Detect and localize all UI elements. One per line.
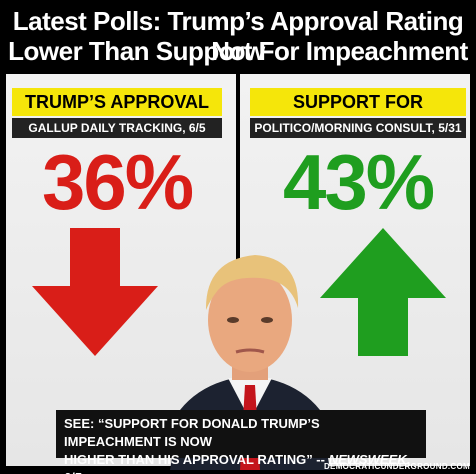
watermark: DEMOCRATICUNDERGROUND.COM xyxy=(323,462,470,471)
quote-line-1: SEE: “SUPPORT FOR DONALD TRUMP’S IMPEACH… xyxy=(64,416,320,449)
quote-line-2: HIGHER THAN HIS APPROVAL RATING” -- NEWS… xyxy=(64,451,418,474)
source-quote-box: SEE: “SUPPORT FOR DONALD TRUMP’S IMPEACH… xyxy=(56,410,426,474)
quote-publication: NEWSWEEK xyxy=(328,452,407,467)
impeachment-support-percent: 43% xyxy=(282,138,435,226)
up-arrow-icon xyxy=(320,228,446,356)
approval-rating-label: TRUMP’S APPROVAL RATING xyxy=(12,88,222,140)
down-arrow-icon xyxy=(32,228,158,356)
impeachment-support-label: SUPPORT FOR IMPEACHMENT xyxy=(250,88,466,140)
approval-rating-percent: 36% xyxy=(41,138,194,226)
quote-line-2-start: HIGHER THAN HIS APPROVAL RATING” -- xyxy=(64,452,329,467)
headline-line-1: Latest Polls: Trump’s Approval Rating No… xyxy=(12,6,464,66)
headline-line-2: Lower Than Support For Impeachment xyxy=(8,36,468,66)
quote-line-2-end: , 6/5 xyxy=(64,452,411,474)
approval-rating-source: GALLUP DAILY TRACKING, 6/5 xyxy=(12,118,222,138)
headline: Latest Polls: Trump’s Approval Rating No… xyxy=(0,0,476,74)
impeachment-support-source: POLITICO/MORNING CONSULT, 5/31 xyxy=(250,118,466,138)
